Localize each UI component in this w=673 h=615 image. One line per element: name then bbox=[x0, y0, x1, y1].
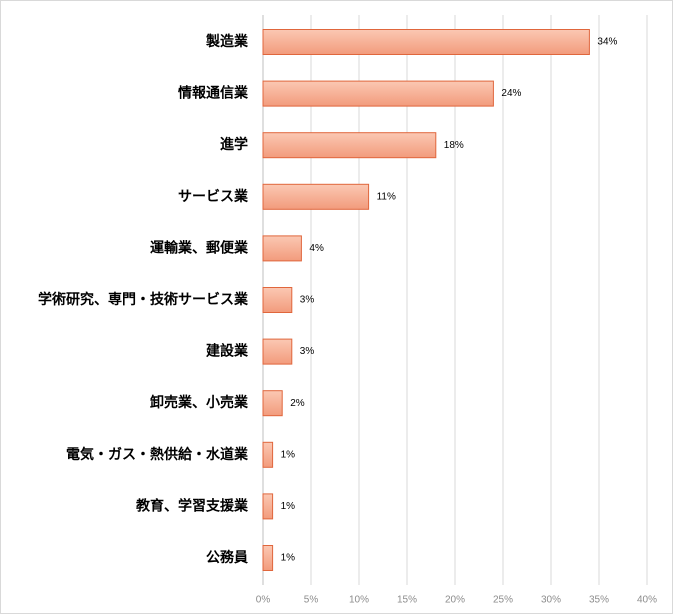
category-label: 学術研究、専門・技術サービス業 bbox=[38, 291, 249, 308]
category-labels: 製造業情報通信業進学サービス業運輸業、郵便業学術研究、専門・技術サービス業建設業… bbox=[38, 33, 249, 566]
bar bbox=[262, 390, 283, 417]
category-label: 電気・ガス・熱供給・水道業 bbox=[66, 446, 249, 463]
data-labels: 34% 24% 18% 11% 4% 3% 3% 2% 1% 1% 1% bbox=[281, 37, 618, 564]
category-label: 教育、学習支援業 bbox=[136, 497, 249, 514]
x-axis-ticks: 0% 5% 10% 15% 20% 25% 30% 35% 40% bbox=[256, 595, 657, 606]
category-label: 公務員 bbox=[206, 549, 248, 566]
bars bbox=[262, 29, 590, 571]
x-tick-label: 5% bbox=[304, 595, 319, 606]
bar bbox=[262, 29, 590, 55]
data-label: 11% bbox=[377, 191, 396, 202]
category-label: サービス業 bbox=[178, 188, 249, 205]
x-tick-label: 25% bbox=[493, 595, 513, 606]
data-label: 4% bbox=[309, 243, 324, 254]
x-tick-label: 15% bbox=[397, 595, 417, 606]
x-tick-label: 10% bbox=[349, 595, 369, 606]
data-label: 34% bbox=[597, 37, 617, 48]
gridlines bbox=[262, 15, 648, 585]
category-label: 運輸業、郵便業 bbox=[150, 239, 249, 256]
category-label: 情報通信業 bbox=[178, 85, 249, 102]
data-label: 3% bbox=[300, 346, 315, 357]
category-label: 進学 bbox=[220, 136, 248, 153]
data-label: 24% bbox=[501, 88, 521, 99]
bar bbox=[262, 235, 302, 262]
bar bbox=[262, 493, 274, 520]
bar bbox=[262, 441, 274, 468]
data-label: 3% bbox=[300, 295, 315, 306]
bar bbox=[262, 338, 293, 365]
bar bbox=[262, 80, 494, 107]
bar bbox=[262, 132, 437, 159]
data-label: 2% bbox=[290, 398, 305, 409]
x-tick-label: 20% bbox=[445, 595, 465, 606]
x-tick-label: 35% bbox=[589, 595, 609, 606]
bar bbox=[262, 545, 274, 571]
x-tick-label: 40% bbox=[637, 595, 657, 606]
data-label: 1% bbox=[281, 553, 296, 564]
bar bbox=[262, 183, 370, 210]
x-tick-label: 30% bbox=[541, 595, 561, 606]
x-tick-label: 0% bbox=[256, 595, 271, 606]
category-label: 卸売業、小売業 bbox=[150, 394, 249, 411]
data-label: 18% bbox=[444, 140, 464, 151]
bar bbox=[262, 287, 293, 313]
category-label: 製造業 bbox=[205, 33, 249, 50]
data-label: 1% bbox=[281, 501, 296, 512]
data-label: 1% bbox=[281, 449, 296, 460]
category-label: 建設業 bbox=[206, 343, 249, 360]
